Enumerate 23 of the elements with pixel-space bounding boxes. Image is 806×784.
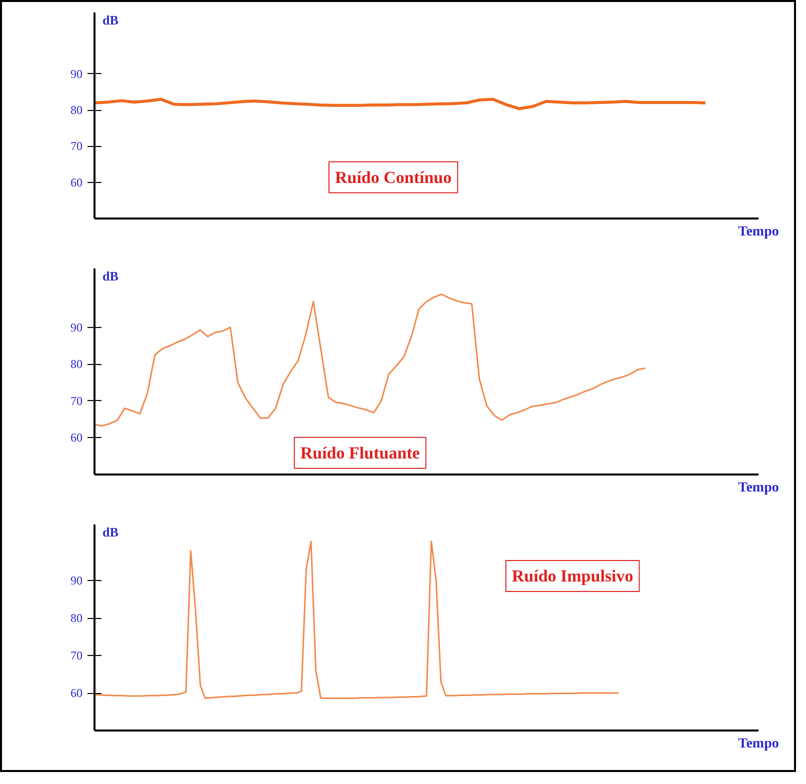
annotation: Ruído Contínuo	[334, 168, 452, 187]
y-tick-label: 60	[70, 430, 82, 445]
x-axis-title: Tempo	[738, 224, 779, 240]
y-tick-label: 60	[70, 686, 82, 700]
y-axis-title: dB	[102, 524, 119, 540]
y-axis-title: dB	[102, 12, 119, 28]
y-tick-label: 70	[70, 648, 82, 663]
y-tick-label: 90	[70, 320, 82, 334]
y-tick-label: 80	[70, 357, 82, 372]
y-tick-label: 90	[70, 574, 82, 588]
y-tick-label: 80	[70, 611, 82, 626]
annotation: Ruído Impulsivo	[512, 566, 634, 586]
annotation: Ruído Flutuante	[300, 443, 420, 462]
y-tick-label: 70	[70, 394, 82, 408]
y-tick-label: 80	[70, 103, 82, 118]
line-series	[94, 294, 646, 427]
line-series	[94, 98, 707, 110]
y-axis-title: dB	[102, 268, 119, 284]
y-tick-label: 60	[70, 175, 82, 190]
y-tick-label: 70	[70, 139, 82, 154]
x-axis-title: Tempo	[738, 736, 779, 752]
y-tick-label: 90	[70, 66, 82, 81]
x-axis-title: Tempo	[738, 480, 779, 496]
